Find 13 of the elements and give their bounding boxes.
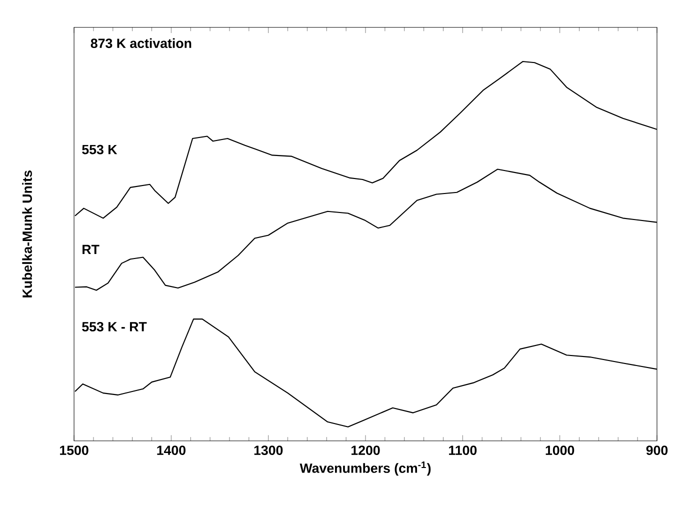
x-tick-label: 900 [646,446,668,456]
x-tick-label: 1300 [254,446,283,456]
series-label: RT [82,244,100,254]
x-tick-label: 1100 [449,446,477,456]
y-axis-title: Kubelka-Munk Units [22,170,32,298]
x-tick-label: 1400 [157,446,186,456]
x-tick-label: 1500 [60,446,88,456]
x-tick-label: 1000 [546,446,574,456]
text: 873 K activation [90,38,192,48]
text: 553 K [82,144,118,154]
x-axis-title: Wavenumbers (cm$^{-1}$) [300,462,431,476]
x-tick-label: 1200 [352,446,380,456]
text: 553 K - RT [82,322,147,332]
